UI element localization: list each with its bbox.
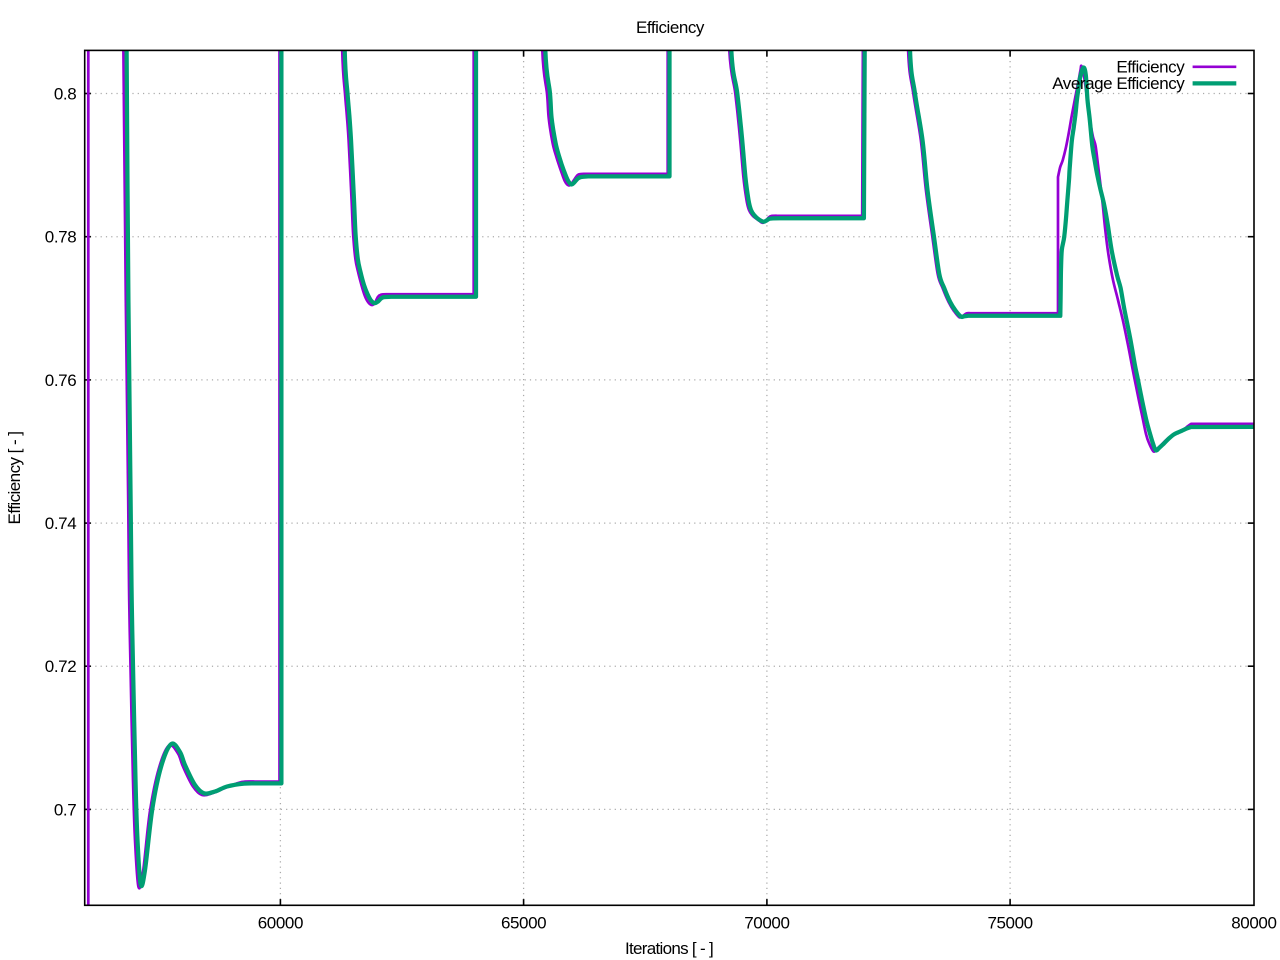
svg-text:Efficiency: Efficiency bbox=[636, 18, 705, 37]
svg-text:65000: 65000 bbox=[501, 913, 546, 932]
svg-text:0.7: 0.7 bbox=[54, 800, 76, 819]
svg-text:70000: 70000 bbox=[744, 913, 789, 932]
svg-text:Iterations [ - ]: Iterations [ - ] bbox=[625, 939, 713, 958]
svg-text:Average Efficiency: Average Efficiency bbox=[1052, 74, 1185, 93]
svg-text:0.8: 0.8 bbox=[54, 85, 76, 104]
svg-text:0.76: 0.76 bbox=[45, 371, 77, 390]
svg-text:Efficiency: Efficiency bbox=[1116, 58, 1185, 77]
svg-text:60000: 60000 bbox=[258, 913, 303, 932]
svg-text:0.78: 0.78 bbox=[45, 228, 77, 247]
svg-text:0.72: 0.72 bbox=[45, 657, 77, 676]
svg-text:75000: 75000 bbox=[987, 913, 1032, 932]
svg-text:80000: 80000 bbox=[1231, 913, 1276, 932]
svg-text:Efficiency [ - ]: Efficiency [ - ] bbox=[5, 432, 24, 525]
svg-text:0.74: 0.74 bbox=[45, 514, 77, 533]
